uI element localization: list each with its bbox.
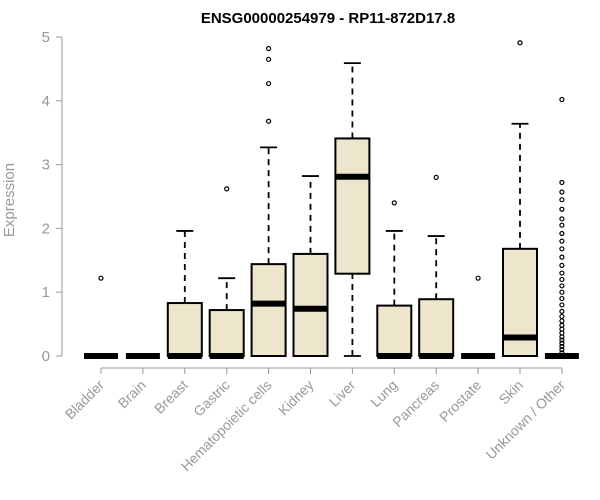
x-tick-label: Kidney — [275, 377, 317, 419]
iqr-box — [292, 252, 329, 357]
x-tick-label: Brain — [115, 377, 149, 411]
box-group — [250, 45, 287, 357]
outlier-point — [559, 308, 565, 314]
outlier-point — [559, 313, 565, 320]
outlier-point — [559, 96, 565, 103]
y-tick-label: 2 — [42, 220, 50, 237]
outlier-point — [559, 343, 565, 350]
x-tick-label: Pancreas — [389, 377, 442, 430]
outlier-point — [559, 295, 565, 302]
x-tick-label: Skin — [496, 377, 527, 408]
outlier-point — [559, 350, 565, 356]
outlier-point — [559, 262, 565, 269]
outlier-point — [559, 238, 565, 244]
box-group — [84, 275, 118, 359]
outlier-point — [559, 283, 565, 289]
y-axis: 0 1 2 3 4 5 — [42, 29, 63, 365]
outlier-point — [559, 340, 565, 346]
box-group — [334, 62, 371, 357]
outlier-point — [559, 246, 565, 252]
outlier-point — [559, 302, 565, 308]
outlier-point — [517, 40, 523, 46]
outlier-point — [559, 206, 565, 212]
iqr-box — [418, 298, 455, 357]
iqr-box — [208, 309, 245, 357]
outlier-point — [559, 197, 565, 203]
outlier-point — [559, 270, 565, 276]
outlier-point — [266, 45, 272, 52]
outlier-point — [559, 289, 565, 295]
outlier-point — [559, 189, 565, 195]
box-group — [166, 230, 203, 359]
x-tick-label: Breast — [151, 377, 191, 417]
x-tick-label: Unknown / Other — [482, 377, 568, 463]
outlier-point — [559, 347, 565, 353]
outlier-point — [266, 80, 272, 87]
iqr-box — [334, 137, 371, 275]
y-tick-label: 1 — [42, 284, 50, 301]
outlier-point — [266, 56, 272, 62]
outlier-point — [559, 222, 565, 228]
box-group — [376, 200, 413, 359]
outlier-point — [559, 337, 565, 343]
box-group — [208, 186, 245, 359]
outlier-point — [559, 254, 565, 260]
box-group — [461, 275, 496, 359]
iqr-box — [250, 263, 287, 357]
outlier-point — [433, 174, 439, 180]
iqr-box — [376, 304, 413, 357]
outlier-point — [224, 186, 230, 192]
box-group — [502, 40, 538, 357]
outlier-point — [559, 318, 565, 324]
iqr-box — [166, 302, 203, 357]
outlier-point — [391, 200, 397, 206]
outlier-point — [266, 118, 272, 124]
box-group — [544, 96, 579, 359]
y-tick-label: 0 — [42, 348, 50, 365]
outlier-point — [559, 276, 565, 283]
x-tick-label: Prostate — [436, 377, 484, 425]
outlier-point — [559, 230, 565, 237]
outlier-point — [98, 275, 104, 281]
y-tick-label: 5 — [42, 29, 50, 46]
outlier-point — [475, 275, 481, 281]
x-tick-label: Bladder — [62, 377, 108, 423]
x-tick-label: Liver — [326, 377, 359, 410]
x-tick-label: Lung — [367, 377, 400, 410]
outlier-point — [559, 216, 565, 222]
box-group — [292, 175, 329, 357]
chart-title: ENSG00000254979 - RP11-872D17.8 — [201, 10, 455, 27]
box-group — [418, 174, 455, 359]
outlier-point — [559, 179, 565, 186]
plot-area — [84, 40, 579, 359]
y-tick-label: 4 — [42, 93, 50, 110]
y-axis-label: Expression — [1, 163, 18, 237]
y-tick-label: 3 — [42, 157, 50, 174]
